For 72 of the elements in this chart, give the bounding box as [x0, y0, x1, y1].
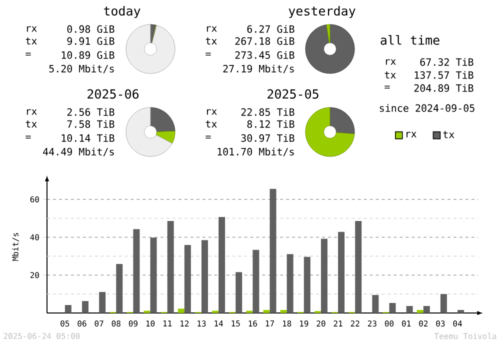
- y-axis-title: Mbit/s: [12, 233, 20, 261]
- text: =: [26, 52, 31, 56]
- text: =: [384, 86, 390, 89]
- x-tick-label: 19: [300, 320, 308, 327]
- text: since 2024-09-05: [380, 104, 474, 112]
- text: 9.91 GiB: [67, 37, 114, 45]
- chart-title: 2025-05: [268, 89, 318, 99]
- x-tick-label: 11: [163, 320, 172, 326]
- x-tick-label: 07: [94, 320, 104, 327]
- text: 0.98 GiB: [67, 25, 114, 33]
- text: 10.14 TiB: [62, 134, 114, 142]
- x-tick-label: 10: [146, 320, 155, 327]
- x-tick-label: 03: [436, 320, 445, 327]
- text: tx: [206, 37, 217, 44]
- x-tick-label: 20: [316, 320, 326, 327]
- text: =: [206, 52, 211, 56]
- x-tick-label: 04: [453, 320, 462, 327]
- x-tick-label: 16: [248, 320, 257, 327]
- text: all time: [380, 35, 440, 45]
- text: tx: [384, 71, 396, 79]
- chart-title: yesterday: [288, 6, 356, 18]
- text: 30.97 TiB: [241, 134, 294, 142]
- text: rx: [386, 59, 396, 65]
- text: 27.19 Mbit/s: [223, 64, 294, 74]
- text: rx: [206, 26, 217, 32]
- text: rx: [26, 26, 37, 32]
- text: 137.57 TiB: [414, 71, 474, 79]
- x-tick-label: 08: [112, 320, 120, 327]
- x-tick-label: 02: [419, 320, 428, 327]
- y-tick-label: 60: [30, 196, 39, 202]
- text: 8.12 TiB: [247, 120, 294, 128]
- text: 67.32 TiB: [420, 58, 474, 66]
- x-tick-label: 21: [334, 320, 342, 326]
- x-tick-label: 05: [60, 320, 70, 327]
- text: 2025-06-24 05:00: [4, 332, 80, 340]
- text: =: [206, 136, 211, 139]
- x-tick-label: 22: [350, 320, 360, 326]
- chart-title: today: [104, 6, 140, 18]
- legend-label: tx: [443, 131, 454, 138]
- x-tick-label: 06: [78, 320, 86, 327]
- legend-label: rx: [406, 132, 416, 138]
- x-tick-label: 09: [128, 320, 138, 327]
- text: tx: [26, 120, 37, 128]
- text: 204.89 TiB: [414, 84, 474, 92]
- y-tick-label: 20: [30, 272, 39, 278]
- text: rx: [26, 109, 37, 115]
- text: rx: [206, 109, 217, 115]
- x-tick-label: 23: [368, 320, 376, 327]
- x-tick-label: 15: [232, 320, 240, 326]
- text: =: [26, 136, 31, 139]
- text: 44.49 Mbit/s: [43, 148, 114, 156]
- text: 2.56 TiB: [67, 108, 114, 116]
- text: 267.18 GiB: [235, 37, 294, 45]
- x-tick-label: 00: [384, 320, 394, 327]
- text: 22.85 TiB: [241, 108, 294, 116]
- x-tick-label: 01: [402, 320, 411, 327]
- text: 5.20 Mbit/s: [49, 64, 114, 74]
- text: 101.70 Mbit/s: [218, 148, 294, 156]
- chart-title: 2025-06: [88, 89, 139, 99]
- text: tx: [206, 120, 217, 128]
- x-tick-label: 18: [282, 320, 292, 327]
- x-tick-label: 17: [266, 320, 274, 326]
- x-tick-label: 12: [180, 320, 189, 326]
- text: tx: [26, 37, 37, 44]
- x-tick-label: 13: [198, 320, 206, 327]
- x-tick-label: 14: [214, 320, 223, 326]
- text: 10.89 GiB: [62, 51, 114, 59]
- text: Teemu Toivola: [434, 332, 496, 340]
- text: 6.27 GiB: [247, 25, 294, 33]
- y-tick-label: 40: [30, 234, 39, 240]
- text: 7.58 TiB: [67, 120, 114, 128]
- text: 273.45 GiB: [235, 51, 294, 59]
